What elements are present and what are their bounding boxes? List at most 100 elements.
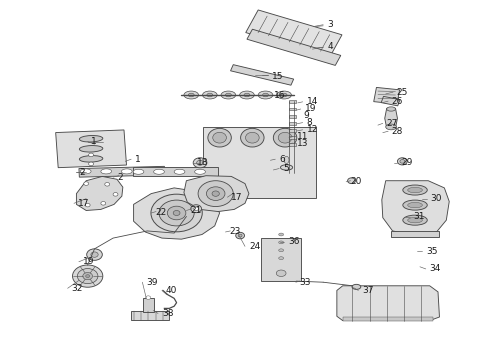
Ellipse shape (198, 181, 233, 207)
Ellipse shape (79, 135, 103, 142)
Ellipse shape (84, 182, 89, 185)
Ellipse shape (146, 296, 151, 300)
Text: 27: 27 (387, 119, 398, 128)
Text: 18: 18 (197, 158, 209, 167)
Text: 16: 16 (274, 91, 286, 100)
Ellipse shape (347, 178, 355, 184)
Ellipse shape (113, 193, 118, 196)
Polygon shape (382, 181, 449, 235)
Text: 4: 4 (327, 42, 333, 51)
Ellipse shape (273, 129, 297, 147)
Ellipse shape (207, 93, 213, 97)
Ellipse shape (80, 169, 91, 174)
Text: 28: 28 (392, 127, 403, 136)
Text: 17: 17 (231, 193, 243, 202)
Bar (381, 96, 400, 106)
Ellipse shape (280, 165, 293, 170)
Ellipse shape (221, 91, 236, 99)
Text: 13: 13 (297, 139, 308, 148)
Text: 22: 22 (155, 208, 166, 217)
Ellipse shape (154, 169, 164, 174)
Text: 38: 38 (162, 309, 173, 318)
Ellipse shape (403, 215, 427, 225)
Bar (230, 65, 294, 85)
Text: 24: 24 (249, 242, 260, 251)
Text: 26: 26 (392, 96, 403, 105)
Ellipse shape (408, 187, 422, 193)
Bar (374, 87, 400, 104)
Ellipse shape (386, 124, 396, 130)
Text: 32: 32 (72, 284, 83, 293)
Ellipse shape (238, 234, 242, 237)
Ellipse shape (151, 194, 202, 232)
Ellipse shape (184, 91, 198, 99)
Bar (290, 115, 296, 118)
Ellipse shape (258, 91, 273, 99)
Text: 9: 9 (304, 111, 309, 120)
Text: 40: 40 (166, 286, 177, 295)
Bar (290, 136, 296, 139)
Ellipse shape (105, 183, 110, 186)
Text: 1: 1 (135, 155, 141, 164)
Ellipse shape (279, 249, 284, 252)
Ellipse shape (236, 232, 245, 239)
Ellipse shape (159, 200, 194, 226)
Text: 11: 11 (297, 132, 308, 141)
Ellipse shape (208, 129, 231, 147)
Ellipse shape (403, 185, 427, 195)
Text: 39: 39 (147, 278, 158, 287)
Ellipse shape (408, 202, 422, 208)
Ellipse shape (400, 159, 405, 163)
Ellipse shape (86, 275, 90, 278)
Text: 36: 36 (288, 237, 299, 246)
Ellipse shape (263, 93, 269, 97)
Ellipse shape (278, 132, 292, 143)
Polygon shape (184, 176, 249, 212)
Text: 37: 37 (362, 286, 374, 295)
Ellipse shape (79, 156, 103, 162)
Ellipse shape (89, 153, 94, 157)
Polygon shape (134, 188, 220, 239)
Text: 21: 21 (190, 206, 202, 215)
Polygon shape (337, 286, 440, 320)
Ellipse shape (240, 91, 254, 99)
Ellipse shape (408, 217, 422, 223)
Ellipse shape (101, 169, 112, 174)
Text: 17: 17 (78, 199, 89, 208)
Ellipse shape (196, 160, 203, 165)
Ellipse shape (206, 187, 225, 201)
Ellipse shape (79, 145, 103, 152)
Ellipse shape (85, 203, 90, 207)
Ellipse shape (89, 162, 94, 166)
Ellipse shape (279, 233, 284, 236)
Text: 30: 30 (431, 194, 442, 203)
Ellipse shape (77, 269, 98, 284)
Polygon shape (76, 176, 123, 211)
Ellipse shape (241, 129, 264, 147)
Text: 19: 19 (305, 104, 316, 113)
Ellipse shape (279, 241, 284, 244)
Text: 3: 3 (327, 19, 333, 28)
Text: 31: 31 (414, 212, 425, 221)
Bar (290, 143, 296, 146)
Ellipse shape (225, 93, 231, 97)
Ellipse shape (212, 191, 220, 196)
Text: 1: 1 (91, 137, 97, 146)
Text: 2: 2 (117, 173, 122, 182)
Ellipse shape (281, 93, 287, 97)
Ellipse shape (277, 91, 292, 99)
Bar (391, 230, 439, 237)
Ellipse shape (188, 93, 194, 97)
Ellipse shape (73, 265, 103, 287)
Bar (290, 122, 296, 125)
Ellipse shape (195, 169, 205, 174)
Ellipse shape (279, 257, 284, 260)
Ellipse shape (245, 132, 259, 143)
Ellipse shape (174, 169, 185, 174)
Text: 5: 5 (283, 164, 289, 173)
Bar (290, 129, 296, 132)
Text: 20: 20 (350, 177, 362, 186)
Ellipse shape (213, 132, 226, 143)
Polygon shape (385, 108, 397, 128)
Bar (261, 238, 301, 281)
